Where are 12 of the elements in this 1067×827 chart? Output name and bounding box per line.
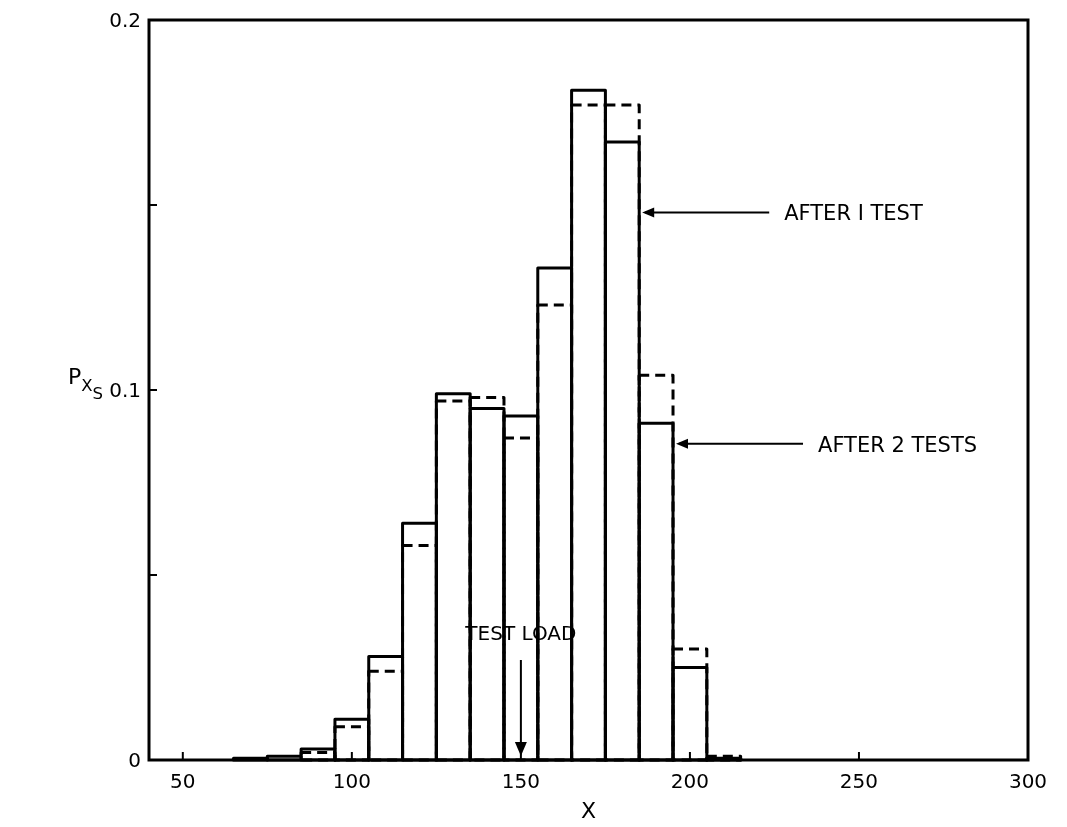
- x-tick-label: 150: [501, 769, 540, 793]
- x-tick-label: 300: [1008, 769, 1048, 793]
- y-tick-label: 0.2: [109, 8, 141, 32]
- y-tick-label: 0.1: [109, 378, 141, 402]
- text: AFTER 2 TESTS: [818, 432, 978, 457]
- x-tick-label: 100: [332, 769, 371, 793]
- x-tick-label: 50: [170, 769, 196, 793]
- x-tick-label: 200: [670, 769, 710, 793]
- x-tick-label: 250: [839, 769, 879, 793]
- text: AFTER I TEST: [784, 201, 923, 226]
- y-tick-label: 0: [128, 748, 141, 772]
- x-axis-title: X: [580, 798, 597, 823]
